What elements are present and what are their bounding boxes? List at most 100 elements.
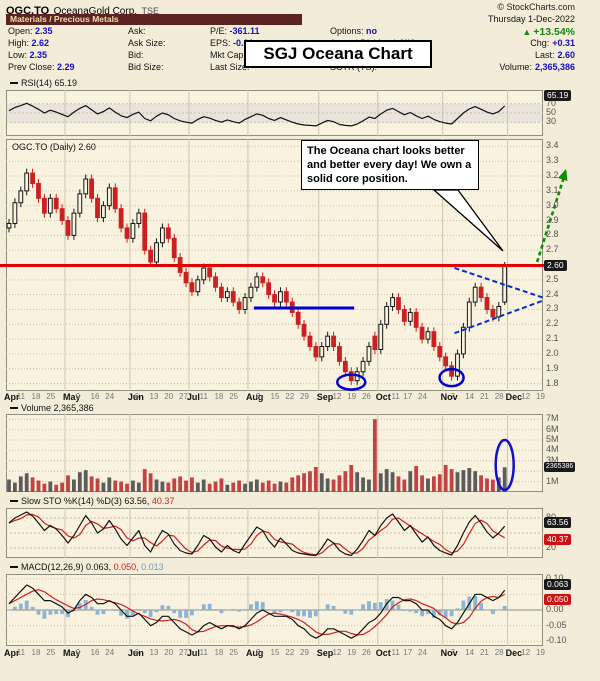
x-day-label: 11 <box>199 392 208 401</box>
x-day-label: 26 <box>361 392 371 401</box>
x-day-label: 11 <box>391 392 400 401</box>
axis-tick-label: 1M <box>546 475 559 486</box>
axis-tick-label: 7M <box>546 413 559 424</box>
x-month-label: May <box>63 392 81 402</box>
x-day-label: 12 <box>332 648 342 657</box>
x-month-label: Oct <box>375 392 391 402</box>
axis-tick-label: 4M <box>546 444 559 455</box>
price-series-value: 2.60 <box>78 142 96 152</box>
axis-value-box: 0.063 <box>544 579 572 591</box>
change-percent-value: +13.54% <box>533 26 575 38</box>
x-day-label: 18 <box>31 392 41 401</box>
axis-tick-label: 30 <box>546 116 557 127</box>
x-day-label: 12 <box>332 392 342 401</box>
x-month-label: Oct <box>375 648 391 658</box>
x-day-label: 8 <box>255 392 261 401</box>
volume-value: 2,365,386 <box>534 62 575 72</box>
chart-title-overlay: SGJ Oceana Chart <box>244 40 432 68</box>
x-day-label: 25 <box>229 392 239 401</box>
legend-dash-icon <box>10 500 18 502</box>
x-day-label: 14 <box>465 392 475 401</box>
x-day-label: 9 <box>75 392 81 401</box>
quote-cell: Open: 2.35 <box>8 26 53 36</box>
axis-tick-label: 1.8 <box>546 377 559 388</box>
axis-tick-label: -0.05 <box>546 619 567 630</box>
volume-series-value: 2,365,386 <box>53 403 94 413</box>
volume-series-name: Volume <box>21 403 52 413</box>
x-day-label: 17 <box>403 648 413 657</box>
axis-tick-label: 3M <box>546 454 559 465</box>
x-day-label: 7 <box>450 648 455 657</box>
x-day-label: 12 <box>521 392 531 401</box>
x-day-label: 24 <box>105 648 115 657</box>
quote-cell: Bid Size: <box>128 62 164 72</box>
axis-tick-label: -0.10 <box>546 635 567 646</box>
x-day-label: 14 <box>465 648 475 657</box>
sto-k-value: 63.56, <box>124 496 150 506</box>
x-day-label: 24 <box>418 392 427 401</box>
x-month-label: Jun <box>127 392 144 402</box>
x-day-label: 29 <box>300 392 309 401</box>
quote-cell: EPS: -0.01 <box>210 38 254 48</box>
volume-panel-label: Volume 2,365,386 <box>10 403 94 413</box>
x-day-label: 20 <box>164 648 174 657</box>
sector-label: Materials / Precious Metals <box>10 14 119 24</box>
sto-chart-svg <box>6 508 543 558</box>
x-day-label: 6 <box>134 392 140 401</box>
x-day-label: 19 <box>347 392 357 401</box>
axis-tick-label: 3.4 <box>546 140 559 151</box>
macd-signal-value: 0.050, <box>113 562 139 572</box>
axis-value-box: 0.050 <box>544 594 572 606</box>
axis-tick-label: 2.0 <box>546 347 559 358</box>
axis-tick-label: 20 <box>546 542 557 552</box>
axis-tick-label: 3.2 <box>546 170 559 181</box>
x-day-label: 16 <box>90 648 100 657</box>
x-month-label: Dec <box>505 648 523 658</box>
x-day-label: 28 <box>494 648 504 657</box>
axis-value-box: 63.56 <box>544 517 572 529</box>
copyright-link[interactable]: © StockCharts.com <box>497 2 575 12</box>
last-row: Last: 2.60 <box>535 50 575 60</box>
x-day-label: 25 <box>46 648 56 657</box>
x-day-label: 8 <box>255 648 261 657</box>
x-day-label: 18 <box>214 392 224 401</box>
volume-chart-svg <box>6 414 543 492</box>
x-day-label: 19 <box>536 392 545 401</box>
axis-tick-label: 3.3 <box>546 155 559 166</box>
x-day-label: 27 <box>179 392 188 401</box>
annotation-callout: The Oceana chart looks better and better… <box>301 140 479 191</box>
x-month-label: Sep <box>316 392 334 402</box>
x-day-label: 13 <box>149 392 159 401</box>
axis-tick-label: 2.4 <box>546 288 559 299</box>
axis-tick-label: 2.5 <box>546 273 559 284</box>
axis-tick-label: 80 <box>546 513 556 522</box>
axis-tick-label: 6M <box>546 423 559 434</box>
quote-cell: Low: 2.35 <box>8 50 48 60</box>
x-day-label: 20 <box>164 392 174 401</box>
x-month-label: Aug <box>245 648 264 658</box>
x-day-label: 13 <box>149 648 159 657</box>
rsi-chart-svg <box>6 90 543 136</box>
x-month-label: Apr <box>4 648 20 658</box>
x-day-label: 24 <box>105 392 115 401</box>
x-day-label: 7 <box>450 392 455 401</box>
axis-tick-label: 0.10 <box>546 572 564 583</box>
x-month-label: Apr <box>4 392 20 402</box>
x-day-label: 24 <box>418 648 427 657</box>
change-percent: ▲ +13.54% <box>522 26 575 38</box>
rsi-panel-label: RSI(14) 65.19 <box>10 78 77 88</box>
axis-tick-label: 50 <box>546 107 557 117</box>
macd-indicator-name: MACD(12,26,9) <box>21 562 84 572</box>
macd-chart-svg <box>6 574 543 646</box>
sto-indicator-name: Slow STO %K(14) %D(3) <box>21 496 122 506</box>
quote-cell: Options: no <box>330 26 378 36</box>
x-day-label: 11 <box>16 392 26 401</box>
x-day-label: 6 <box>134 648 140 657</box>
axis-tick-label: 2.1 <box>546 333 559 344</box>
price-series-name: OGC.TO (Daily) <box>12 142 76 152</box>
x-day-label: 22 <box>285 648 295 657</box>
macd-value: 0.063, <box>86 562 112 572</box>
company-name: OceanaGold Corp. <box>53 6 138 17</box>
sto-panel-label: Slow STO %K(14) %D(3) 63.56, 40.37 <box>10 496 174 506</box>
